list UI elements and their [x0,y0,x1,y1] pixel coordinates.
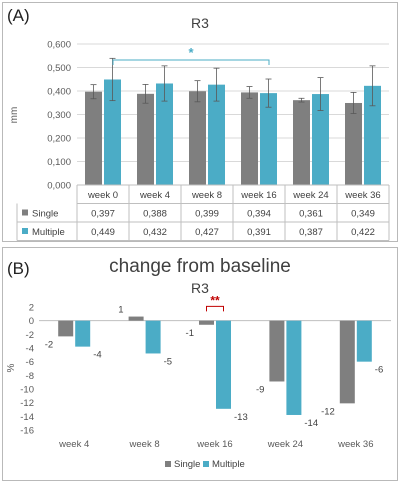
legend-swatch [22,209,28,216]
x-category-label: week 16 [240,190,276,201]
table-cell: 0,391 [247,227,271,238]
y-tick-label: -14 [20,412,34,423]
table-cell: 0,361 [299,209,323,220]
chart-a-ylabel: mm [9,107,20,124]
table-cell: 0,349 [351,209,375,220]
legend-swatch [22,228,28,234]
table-cell: 0,387 [299,227,323,238]
chart-a-title: R3 [191,15,209,31]
x-category-label: week 8 [129,439,160,450]
significance-bracket [112,59,270,65]
panel-a: (A) R3 mm 0,000 0,100 0,200 0,300 0,400 0,500 0,… [2,2,398,242]
y-tick-label: 0 [29,316,34,327]
chart-b-ylabel: % [6,363,17,372]
significance-marker: * [188,45,194,60]
y-tick-label: 0,600 [47,40,71,51]
y-tick-label: 0,100 [47,157,71,168]
y-tick-label: 0,500 [47,63,71,74]
data-label: -14 [304,418,318,429]
y-tick-label: 0,000 [47,181,71,192]
bar [208,84,225,185]
data-label: -5 [164,356,172,367]
bar [189,91,206,185]
bar [260,93,277,185]
table-cell: 0,449 [91,227,115,238]
bar [356,320,372,362]
bar [293,100,310,185]
bar [312,94,329,185]
x-category-label: week 36 [344,190,380,201]
y-tick-label: -6 [26,357,34,368]
chart-b: change from baselineR3%20-2-4-6-8-10-12-… [6,256,391,470]
bar [104,79,121,185]
table-cell: 0,397 [91,209,115,220]
table-cell: 0,432 [143,227,167,238]
bar [156,83,173,185]
table-cell: 0,422 [351,227,375,238]
legend-label: Single [32,209,58,220]
data-label: 1 [118,305,123,316]
y-tick-label: -2 [26,330,34,341]
x-category-label: week 24 [267,439,303,450]
legend-label: Multiple [32,227,65,238]
data-label: -9 [256,384,264,395]
bar [339,320,355,404]
x-category-label: week 0 [87,190,118,201]
data-label: -6 [375,365,383,376]
data-label: -2 [45,339,53,350]
y-tick-label: 0,400 [47,87,71,98]
y-tick-label: -12 [20,398,34,409]
y-tick-label: -10 [20,385,34,396]
panel-b-label: (B) [7,259,30,278]
x-category-label: week 4 [58,439,89,450]
y-tick-label: -16 [20,426,34,437]
table-cell: 0,394 [247,209,271,220]
bar [85,91,102,185]
table-cell: 0,399 [195,209,219,220]
bar [269,320,285,382]
y-tick-label: -4 [26,344,34,355]
legend-swatch [165,461,171,467]
bar [137,93,154,185]
x-category-label: week 4 [139,190,170,201]
x-category-label: week 36 [337,439,373,450]
y-tick-label: -8 [26,371,34,382]
data-label: -1 [186,328,194,339]
bar [58,320,74,337]
significance-bracket [206,305,224,312]
table-cell: 0,388 [143,209,167,220]
bar [128,316,144,321]
x-category-label: week 24 [292,190,328,201]
y-tick-label: 0,200 [47,134,71,145]
x-category-label: week 16 [196,439,232,450]
x-category-label: week 8 [191,190,222,201]
chart-b-subtitle: R3 [191,280,209,296]
bar [241,92,258,185]
bar [216,320,231,409]
chart-b-title: change from baseline [109,256,291,277]
legend-label: Single [174,459,200,470]
bar [75,320,91,347]
y-tick-label: 2 [29,303,34,314]
bar [345,102,362,185]
y-tick-label: 0,300 [47,110,71,121]
legend-swatch [203,461,209,467]
data-label: -12 [321,406,335,417]
significance-marker: ** [210,293,220,307]
table-cell: 0,427 [195,227,219,238]
legend-label: Multiple [212,459,245,470]
bar [364,85,381,185]
bar [286,320,302,415]
data-label: -13 [234,412,248,423]
panel-b: (B) change from baseline R3% 2 0 -2 -4 -6 -8 -10… [2,247,398,481]
bar [145,320,161,354]
panel-a-label: (A) [7,6,30,25]
bar [199,320,214,325]
chart-a: R3 mm 0,000 0,100 0,200 0,300 0,400 0,500 0,600 *… [9,15,390,241]
data-label: -4 [93,350,101,361]
